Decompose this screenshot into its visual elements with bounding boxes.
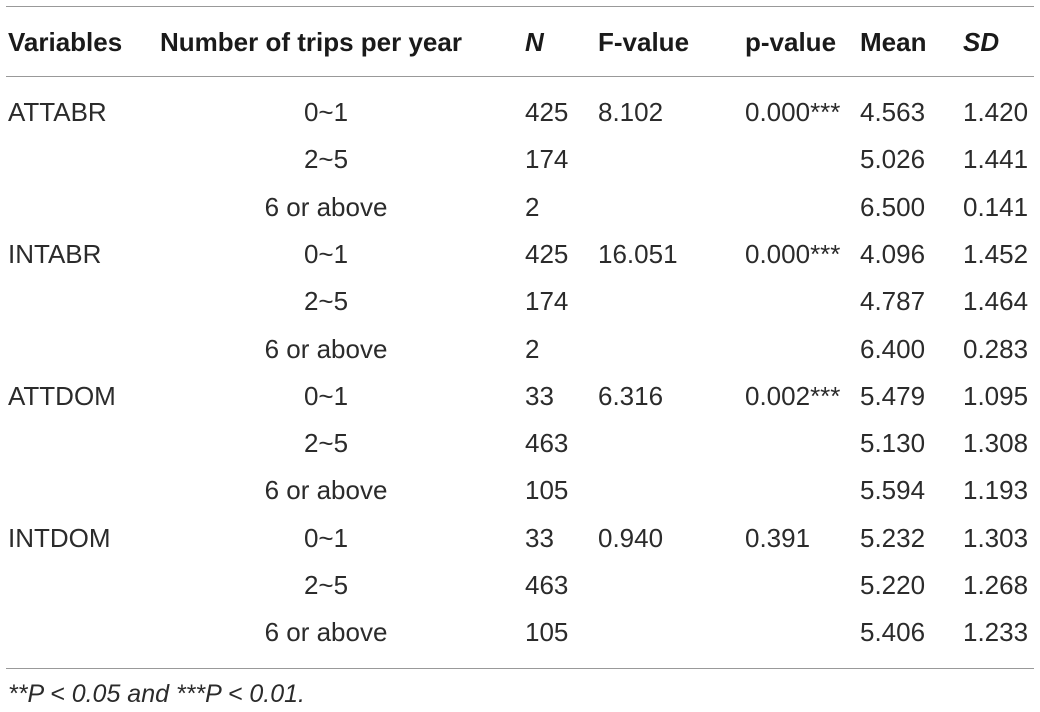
- table-cell: 2~5: [303, 428, 349, 459]
- table-cell: 4.787: [860, 286, 926, 317]
- table-cell: ATTDOM: [8, 380, 116, 411]
- table-cell: 1.441: [963, 144, 1029, 175]
- table-cell: 16.051: [598, 238, 678, 269]
- table-cell: 1.193: [963, 475, 1029, 506]
- table-cell: 5.406: [860, 617, 926, 648]
- table-cell: 2~5: [303, 144, 349, 175]
- table-cell: 425: [525, 97, 569, 127]
- header-cell: Number of trips per year: [160, 27, 462, 57]
- table-cell: 4.563: [860, 97, 926, 127]
- table-cell: 0~1: [303, 522, 349, 553]
- table-cell: 105: [525, 475, 569, 506]
- table-cell: 8.102: [598, 97, 664, 127]
- table-cell: 0.283: [963, 333, 1029, 364]
- table-cell: 6 or above: [264, 475, 388, 506]
- table-cell: 5.026: [860, 144, 926, 175]
- header-cell: SD: [963, 27, 1000, 57]
- table-cell: 6 or above: [264, 333, 388, 364]
- table-cell: 1.095: [963, 380, 1029, 411]
- header-cell: Mean: [860, 27, 927, 57]
- header-cell: p-value: [745, 27, 837, 57]
- table-cell: 6.500: [860, 191, 926, 222]
- table-cell: 5.232: [860, 522, 926, 553]
- table-cell: 0.000***: [745, 238, 841, 269]
- header-cell: F-value: [598, 27, 690, 57]
- table-cell: 2~5: [303, 570, 349, 600]
- table-cell: 2~5: [303, 286, 349, 317]
- header-rule: [6, 76, 1034, 77]
- table-cell: 5.130: [860, 428, 926, 459]
- table-cell: 0~1: [303, 380, 349, 411]
- bottom-rule: [6, 668, 1034, 669]
- table-cell: 0.000***: [745, 97, 841, 127]
- table-cell: 1.268: [963, 570, 1029, 600]
- table-cell: 105: [525, 617, 569, 648]
- table-cell: 2: [525, 191, 540, 222]
- table-cell: 6.400: [860, 333, 926, 364]
- table-cell: 0.002***: [745, 380, 841, 411]
- top-rule: [6, 6, 1034, 7]
- table-cell: 5.220: [860, 570, 926, 600]
- table-cell: 1.420: [963, 97, 1029, 127]
- table-cell: 463: [525, 570, 569, 600]
- table-cell: 6 or above: [264, 617, 388, 648]
- header-cell: N: [525, 27, 544, 57]
- table-cell: 174: [525, 144, 569, 175]
- table-cell: 0.940: [598, 522, 664, 553]
- footnote: **P < 0.05 and ***P < 0.01.: [8, 680, 305, 708]
- table-cell: 0.141: [963, 191, 1029, 222]
- table-cell: ATTABR: [8, 97, 107, 127]
- table-cell: 1.464: [963, 286, 1029, 317]
- table-cell: 33: [525, 522, 554, 553]
- table-cell: 6.316: [598, 380, 664, 411]
- table-cell: 0~1: [303, 97, 349, 127]
- table-cell: 0.391: [745, 522, 811, 553]
- header-cell: Variables: [8, 27, 123, 57]
- table-cell: 1.308: [963, 428, 1029, 459]
- table-cell: 33: [525, 380, 554, 411]
- table-cell: 6 or above: [264, 191, 388, 222]
- table-cell: INTDOM: [8, 522, 111, 553]
- table-cell: 4.096: [860, 238, 926, 269]
- table-cell: 1.452: [963, 238, 1029, 269]
- table-cell: 174: [525, 286, 569, 317]
- table-cell: 1.303: [963, 522, 1029, 553]
- table-cell: 0~1: [303, 238, 349, 269]
- table-cell: 425: [525, 238, 569, 269]
- table-cell: 463: [525, 428, 569, 459]
- table-cell: 2: [525, 333, 540, 364]
- table-cell: 5.479: [860, 380, 926, 411]
- table-cell: 1.233: [963, 617, 1029, 648]
- table-cell: 5.594: [860, 475, 926, 506]
- table-cell: INTABR: [8, 238, 102, 269]
